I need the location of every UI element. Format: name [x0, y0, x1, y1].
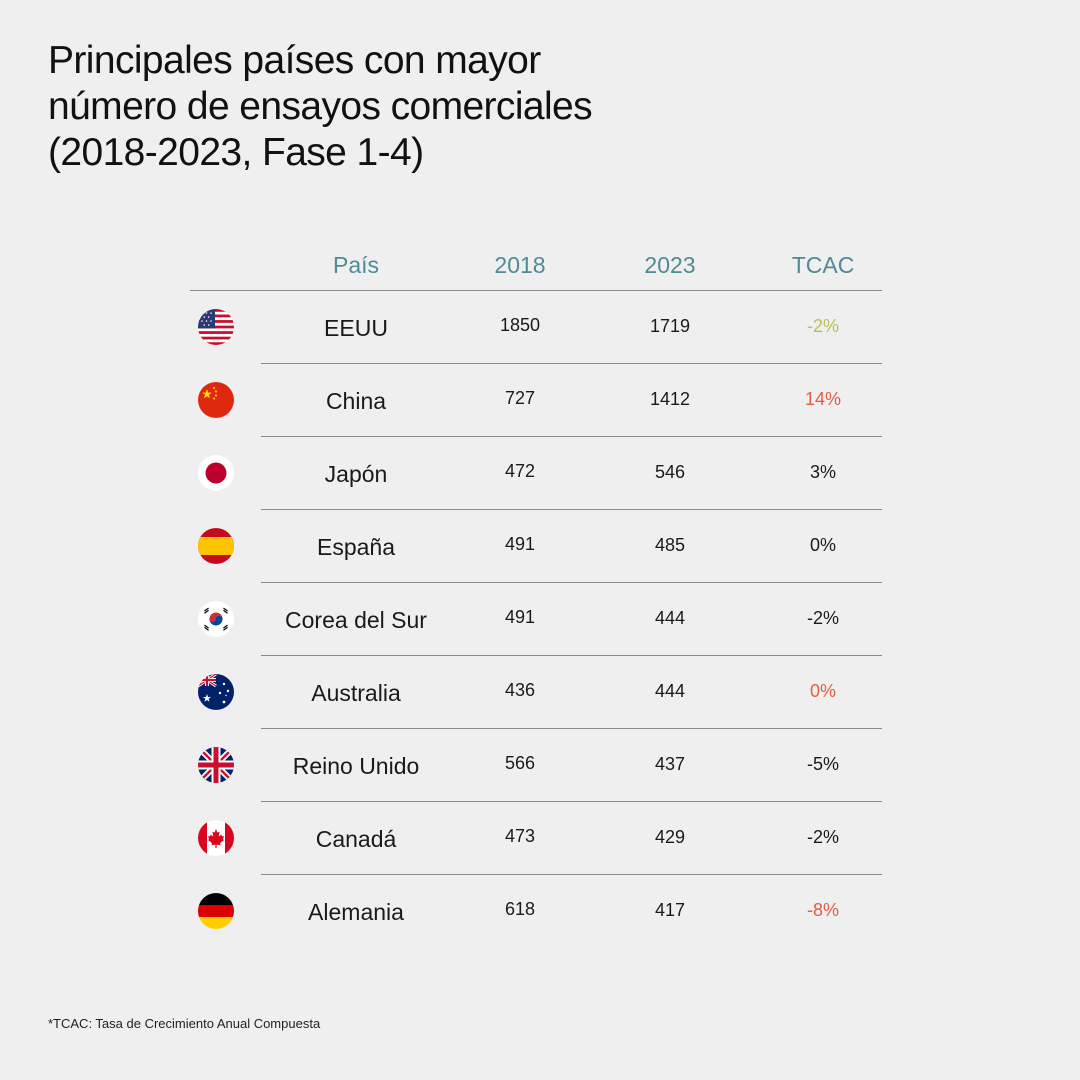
uk-flag-icon — [198, 747, 234, 783]
japan-flag-icon — [198, 455, 234, 491]
row-2023-value: 485 — [654, 535, 686, 555]
row-cagr-value: 3% — [809, 462, 836, 482]
table-row: Reino Unido 566 437 -5% — [190, 729, 882, 802]
row-2018-value: 472 — [504, 461, 536, 481]
page-title: Principales países con mayor número de e… — [48, 38, 1008, 176]
row-country: España — [316, 534, 395, 560]
table-row: China 727 1412 14% — [190, 364, 882, 437]
row-2023-value: 1412 — [649, 389, 691, 409]
table-row: Japón 472 546 3% — [190, 437, 882, 510]
row-cagr-value: -2% — [806, 827, 839, 847]
row-cagr-value: -2% — [806, 316, 839, 336]
header-2023: 2023 — [644, 252, 696, 278]
title-line-2: número de ensayos comerciales — [48, 85, 593, 128]
row-cagr-value: 14% — [804, 389, 842, 409]
table-row: Corea del Sur 491 444 -2% — [190, 583, 882, 656]
row-2018-value: 1850 — [499, 315, 541, 335]
row-2018-value: 436 — [504, 680, 536, 700]
row-country: Reino Unido — [292, 753, 420, 779]
row-2018-value: 491 — [504, 534, 536, 554]
row-2018-value: 727 — [504, 388, 536, 408]
footnote: *TCAC: Tasa de Crecimiento Anual Compues… — [48, 1016, 321, 1031]
table-header: País 2018 2023 TCAC — [190, 240, 882, 291]
row-2023-value: 444 — [654, 681, 686, 701]
row-country: EEUU — [324, 315, 388, 341]
header-cagr: TCAC — [791, 252, 855, 278]
row-2018-value: 566 — [504, 753, 536, 773]
row-2023-value: 444 — [654, 608, 686, 628]
title-line-1: Principales países con mayor — [48, 39, 541, 82]
row-2023-value: 546 — [654, 462, 686, 482]
row-2018-value: 618 — [504, 899, 536, 919]
title-line-3: (2018-2023, Fase 1-4) — [48, 131, 424, 174]
row-country: Corea del Sur — [285, 607, 427, 633]
table-row: Australia 436 444 0% — [190, 656, 882, 729]
row-2018-value: 491 — [504, 607, 536, 627]
row-2023-value: 1719 — [649, 316, 691, 336]
spain-flag-icon — [198, 528, 234, 564]
header-country: País — [332, 252, 380, 278]
table-row: Alemania 618 417 -8% — [190, 875, 882, 948]
table-row: Canadá 473 429 -2% — [190, 802, 882, 875]
row-country: Alemania — [308, 899, 404, 925]
row-country: Canadá — [315, 826, 397, 852]
australia-flag-icon — [198, 674, 234, 710]
row-2018-value: 473 — [504, 826, 536, 846]
row-country: China — [325, 388, 387, 414]
row-cagr-value: -8% — [806, 900, 839, 920]
row-2023-value: 437 — [654, 754, 686, 774]
row-country: Japón — [324, 461, 388, 487]
row-2023-value: 429 — [654, 827, 686, 847]
table-row: España 491 485 0% — [190, 510, 882, 583]
row-cagr-value: -2% — [806, 608, 839, 628]
germany-flag-icon — [198, 893, 234, 929]
usa-flag-icon — [198, 309, 234, 345]
row-cagr-value: 0% — [809, 681, 836, 701]
country-trials-table: País 2018 2023 TCAC — [190, 240, 882, 948]
header-2018: 2018 — [494, 252, 546, 278]
south-korea-flag-icon — [198, 601, 234, 637]
row-cagr-value: 0% — [809, 535, 836, 555]
table-row: EEUU 1850 1719 -2% — [190, 291, 882, 364]
china-flag-icon — [198, 382, 234, 418]
row-cagr-value: -5% — [806, 754, 839, 774]
canada-flag-icon — [198, 820, 234, 856]
row-2023-value: 417 — [654, 900, 686, 920]
row-country: Australia — [311, 680, 401, 706]
